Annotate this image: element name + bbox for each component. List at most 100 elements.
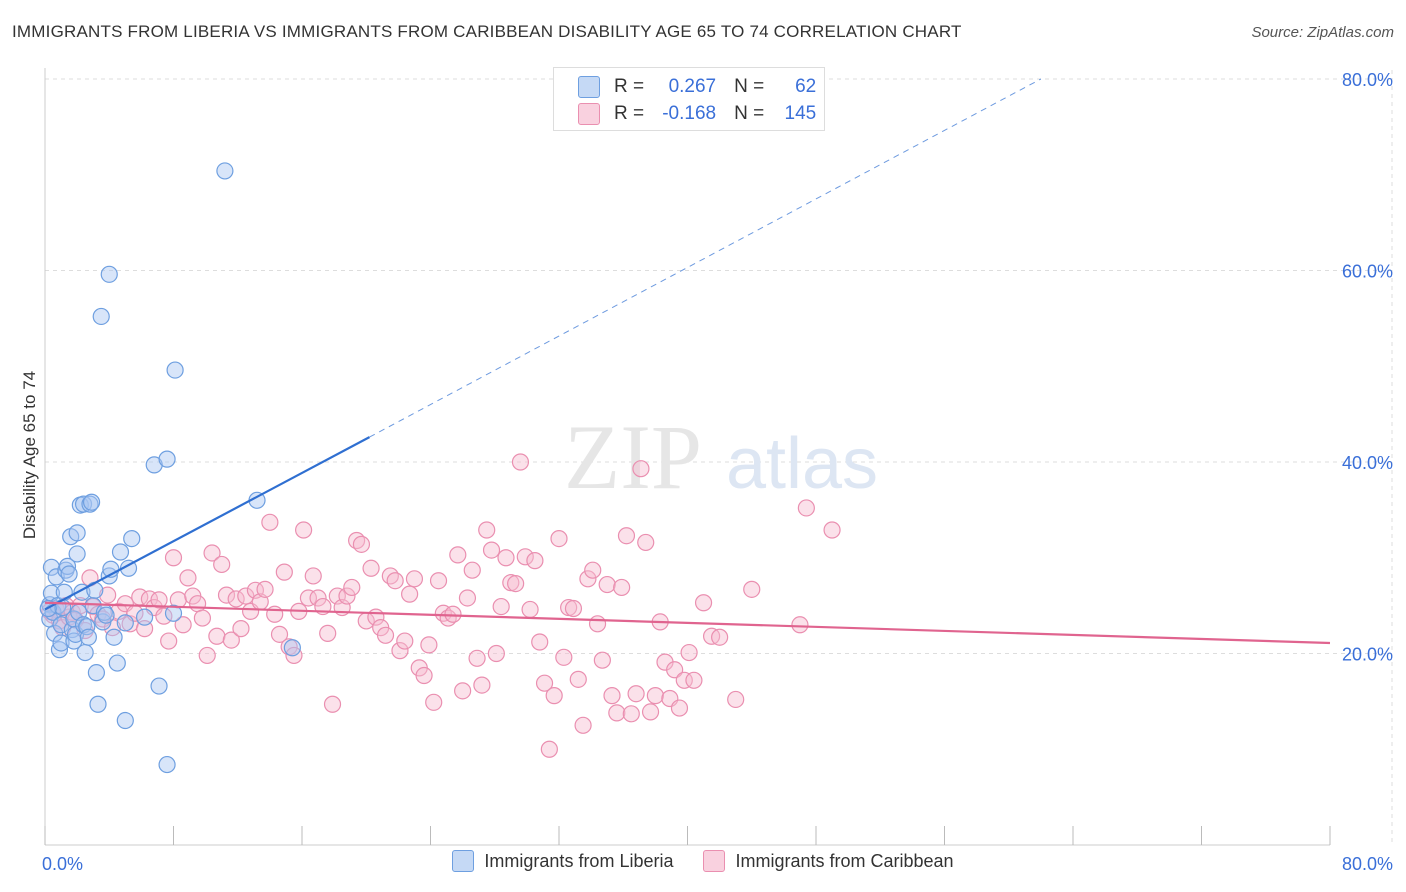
liberia-point — [108, 654, 126, 672]
caribbean-point — [198, 646, 216, 665]
liberia-point — [68, 524, 86, 542]
caribbean-point — [670, 699, 689, 717]
caribbean-point — [401, 585, 419, 603]
caribbean-point — [598, 575, 616, 594]
y-tick-label: 40.0% — [1342, 453, 1393, 473]
caribbean-point — [386, 572, 404, 590]
caribbean-point — [444, 605, 462, 623]
caribbean-point — [641, 703, 660, 721]
caribbean-point — [632, 460, 650, 478]
caribbean-point — [429, 572, 448, 590]
liberia-point — [89, 695, 107, 713]
caribbean-point — [270, 625, 289, 643]
liberia-point — [50, 641, 69, 659]
liberia-point — [166, 361, 184, 379]
caribbean-point — [584, 561, 602, 579]
legend-label-caribbean: Immigrants from Caribbean — [735, 850, 954, 871]
caribbean-point — [680, 643, 698, 662]
caribbean-point — [487, 644, 505, 663]
liberia-point — [47, 568, 65, 586]
watermark-zip: ZIP — [564, 406, 702, 508]
liberia-trend-line — [44, 436, 370, 611]
caribbean-point — [743, 580, 761, 598]
caribbean-point — [381, 567, 399, 585]
liberia-point — [97, 606, 115, 624]
caribbean-point — [564, 599, 583, 618]
caribbean-point — [323, 695, 342, 713]
legend-row-liberia: R = 0.267 N = 62 — [578, 75, 816, 99]
caribbean-point — [535, 674, 554, 692]
caribbean-point — [256, 580, 274, 598]
trend-lines — [44, 78, 1331, 645]
liberia-point — [216, 162, 234, 180]
caribbean-legend-swatch — [703, 850, 726, 872]
caribbean-point — [540, 740, 558, 758]
gridlines — [45, 70, 1393, 845]
caribbean-point — [155, 607, 173, 625]
liberia-point — [92, 307, 110, 326]
liberia-point — [135, 608, 154, 626]
caribbean-point — [545, 687, 563, 705]
liberia-trend-extension — [369, 78, 1042, 438]
liberia-point — [116, 711, 134, 730]
caribbean-point — [304, 567, 322, 585]
liberia-point — [52, 634, 70, 652]
caribbean-point — [261, 513, 279, 531]
liberia-point — [46, 624, 64, 642]
caribbean-point — [160, 632, 178, 650]
caribbean-point — [458, 589, 477, 607]
caribbean-swatch — [578, 103, 600, 125]
caribbean-point — [531, 633, 549, 651]
caribbean-point — [174, 616, 192, 634]
caribbean-point — [150, 591, 168, 609]
caribbean-point — [415, 666, 433, 685]
n-label: N = — [734, 76, 765, 97]
caribbean-point — [164, 549, 183, 567]
zipatlas-watermark: ZIP atlas — [564, 406, 878, 508]
legend-item-caribbean[interactable]: Immigrants from Caribbean — [703, 850, 954, 872]
y-tick-label: 60.0% — [1342, 262, 1393, 282]
caribbean-point — [608, 704, 626, 722]
caribbean-point — [449, 546, 467, 564]
caribbean-point — [569, 670, 587, 688]
caribbean-point — [550, 529, 568, 548]
liberia-swatch — [578, 76, 600, 98]
caribbean-point — [237, 587, 255, 605]
caribbean-point — [603, 687, 621, 705]
liberia-point — [78, 618, 96, 636]
series-legend: Immigrants from Liberia Immigrants from … — [0, 850, 1406, 872]
caribbean-point — [637, 533, 655, 552]
liberia-point — [79, 628, 97, 646]
liberia-point — [150, 677, 168, 695]
y-tick-label: 20.0% — [1342, 645, 1393, 665]
legend-row-caribbean: R = -0.168 N = 145 — [578, 102, 816, 126]
liberia-point — [82, 493, 101, 511]
liberia-point — [158, 450, 176, 468]
caribbean-point — [188, 595, 207, 613]
liberia-point — [283, 639, 301, 657]
liberia-point — [116, 614, 134, 632]
r-value: -0.168 — [662, 103, 717, 124]
caribbean-point — [516, 548, 534, 566]
caribbean-point — [362, 559, 380, 577]
legend-item-liberia[interactable]: Immigrants from Liberia — [452, 850, 673, 872]
caribbean-point — [468, 649, 486, 667]
caribbean-point — [588, 615, 607, 633]
liberia-point — [87, 664, 106, 682]
caribbean-point — [232, 620, 250, 638]
caribbean-point — [675, 671, 693, 689]
liberia-point — [86, 581, 104, 599]
caribbean-point — [193, 609, 212, 627]
caribbean-point — [420, 636, 438, 654]
r-value: 0.267 — [668, 76, 717, 97]
caribbean-point — [473, 676, 491, 694]
caribbean-point — [694, 594, 713, 612]
caribbean-point — [823, 521, 841, 539]
caribbean-point — [579, 570, 597, 588]
caribbean-point — [295, 521, 313, 539]
caribbean-point — [454, 682, 472, 700]
caribbean-points — [41, 453, 841, 758]
n-value: 145 — [784, 103, 817, 124]
n-label: N = — [734, 103, 765, 124]
